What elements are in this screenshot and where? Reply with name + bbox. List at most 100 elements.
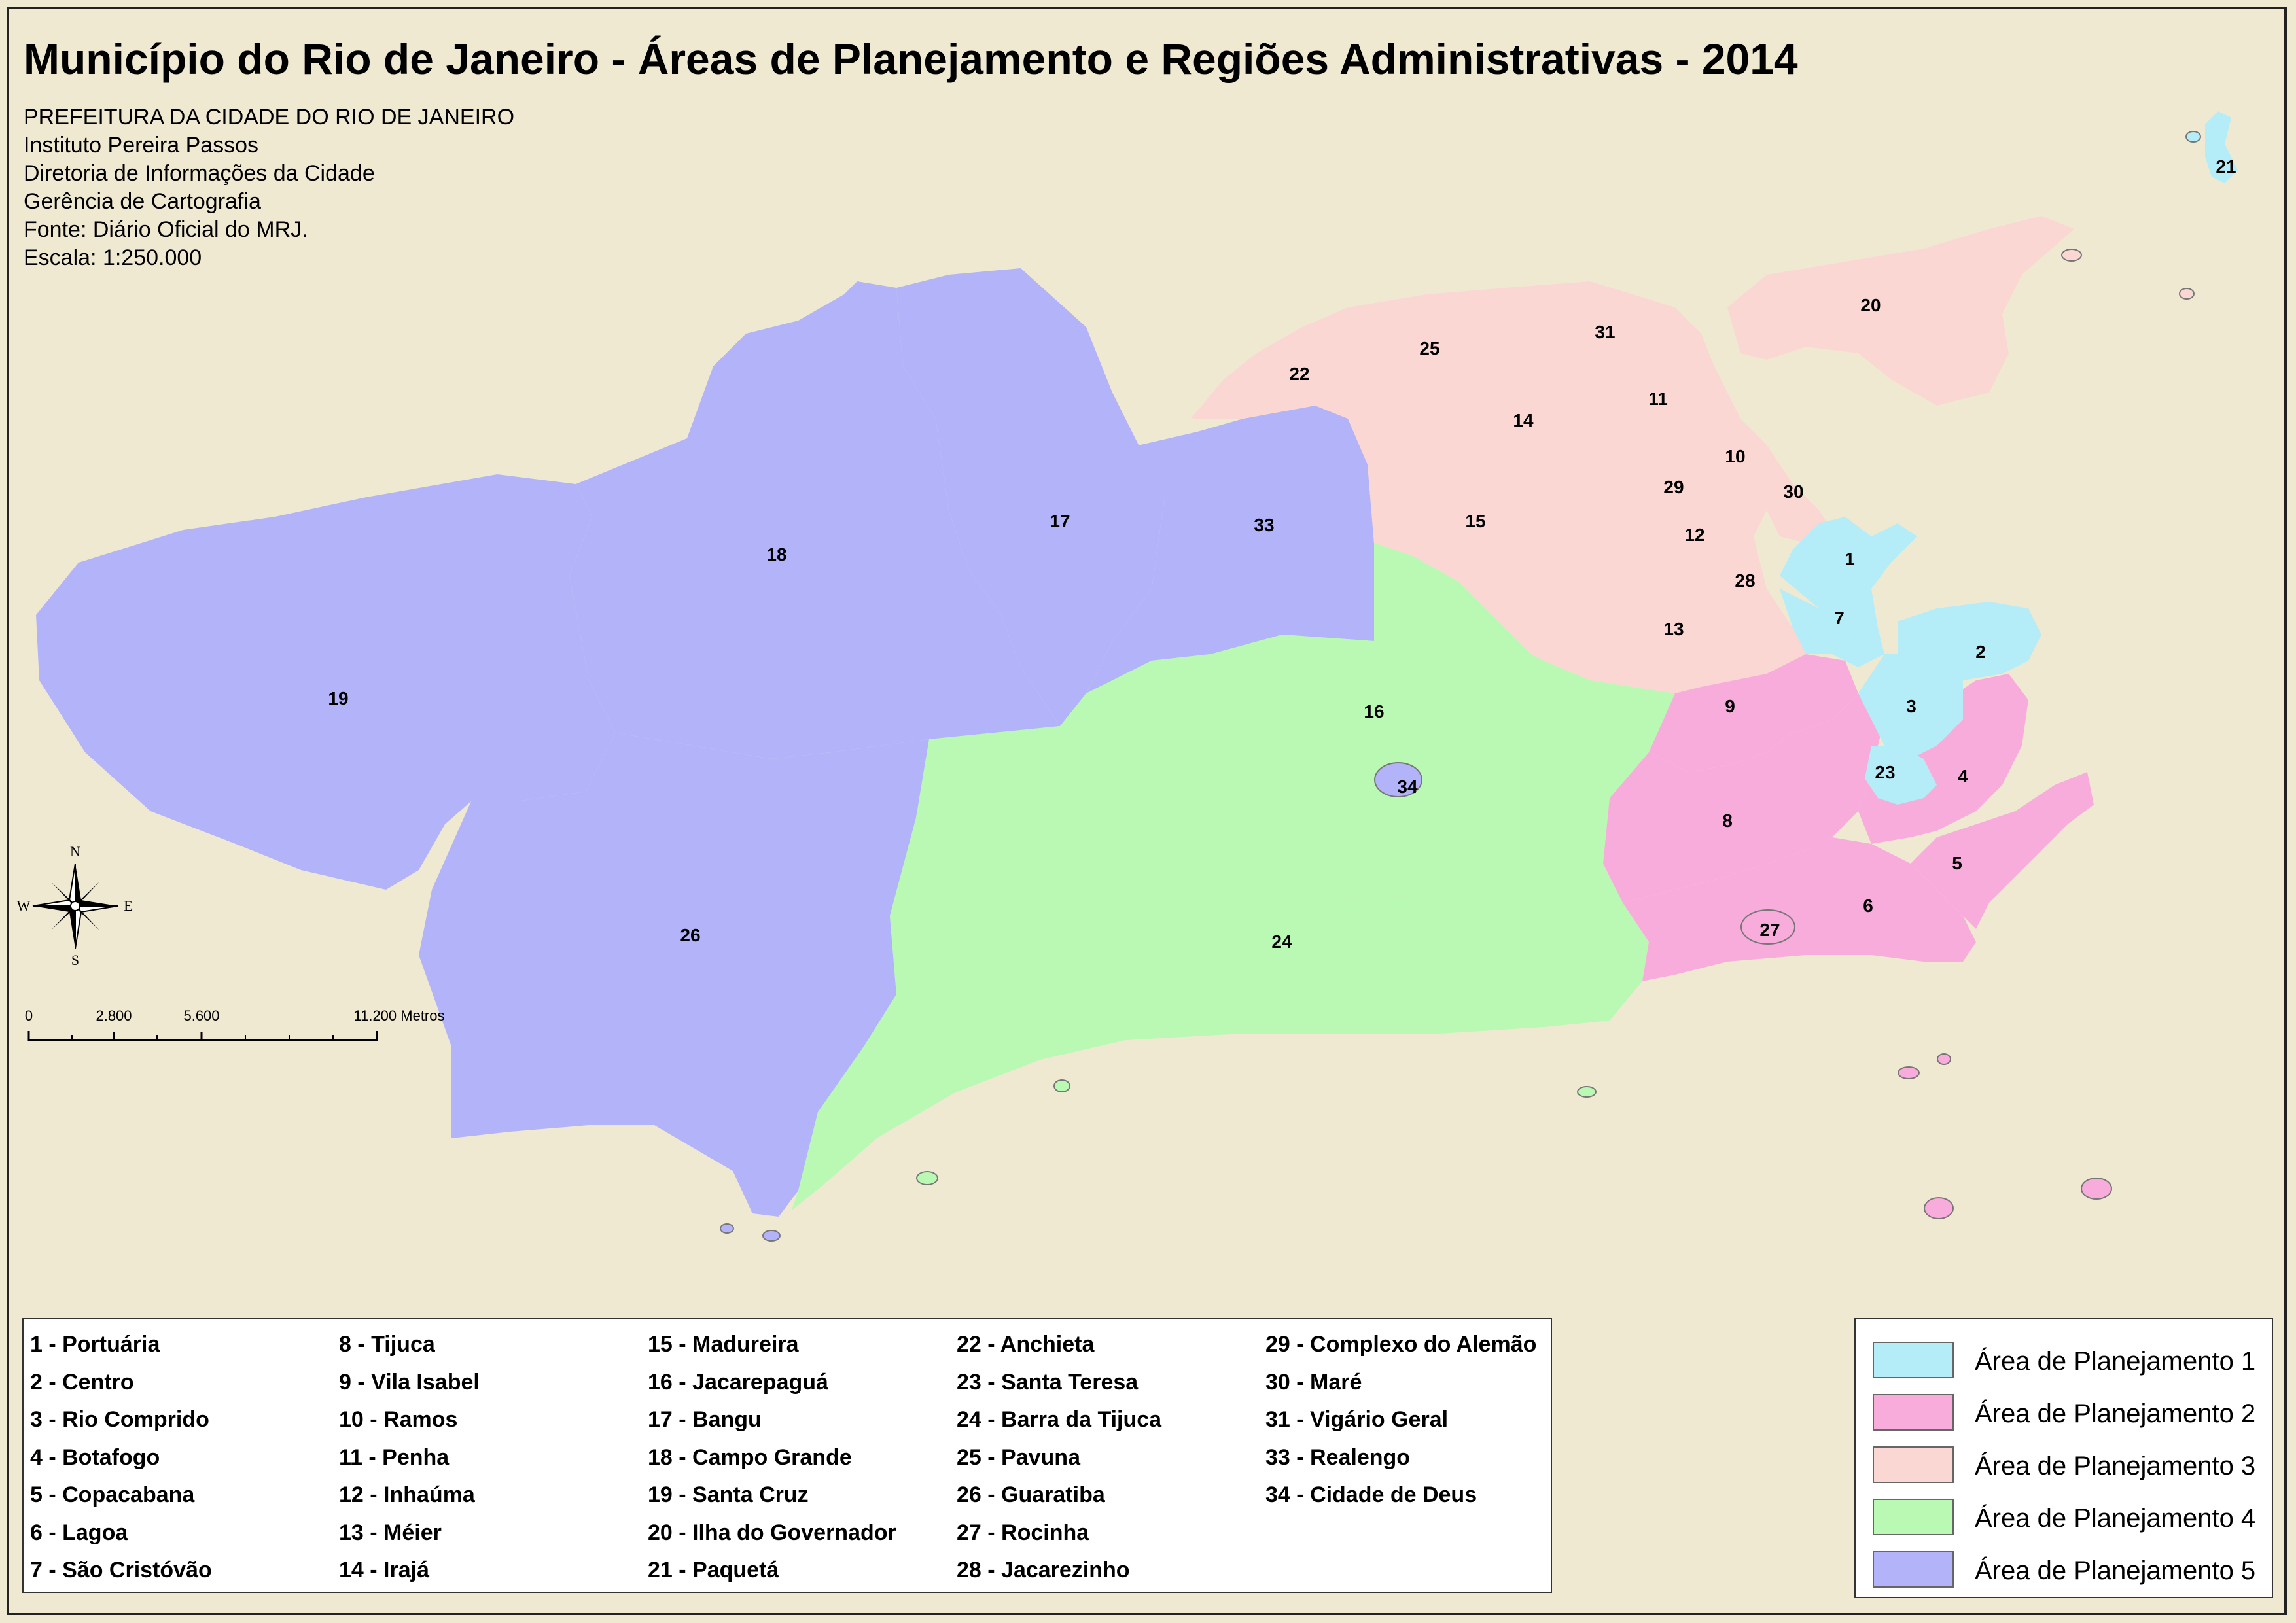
legend-item: 33 - Realengo (1265, 1444, 1411, 1470)
legend-item: 29 - Complexo do Alemão (1265, 1332, 1537, 1357)
island-shape (1937, 1053, 1951, 1065)
region-label: 30 (1783, 481, 1804, 502)
legend-column-4: 22 - Anchieta 23 - Santa Teresa 24 - Bar… (957, 1326, 1161, 1590)
island-shape (1898, 1066, 1920, 1079)
compass-south: S (71, 952, 80, 968)
legend-item: 21 - Paquetá (648, 1558, 779, 1582)
legend-row-ap1: Área de Planejamento 1 (1873, 1342, 2265, 1381)
region-names-legend: 1 - Portuária 2 - Centro 3 - Rio Comprid… (22, 1318, 1552, 1593)
color-swatch (1873, 1499, 1954, 1535)
legend-item: 5 - Copacabana (30, 1482, 195, 1507)
legend-item: 15 - Madureira (648, 1332, 799, 1357)
legend-item: 18 - Campo Grande (648, 1444, 852, 1470)
legend-label: Área de Planejamento 5 (1975, 1556, 2256, 1585)
legend-column-2: 8 - Tijuca 9 - Vila Isabel 10 - Ramos 11… (339, 1326, 480, 1590)
region-label: 20 (1860, 295, 1881, 315)
compass-icon (32, 863, 118, 949)
color-swatch (1873, 1446, 1954, 1483)
island-shape (1053, 1079, 1070, 1092)
compass-rose: N S W E (17, 843, 133, 968)
credit-line-2: Instituto Pereira Passos (24, 133, 259, 158)
legend-label: Área de Planejamento 2 (1975, 1399, 2256, 1428)
legend-item: 31 - Vigário Geral (1265, 1407, 1449, 1432)
legend-row-ap2: Área de Planejamento 2 (1873, 1394, 2265, 1433)
region-label: 9 (1725, 696, 1735, 716)
region-34-cidade-de-deus-shape[interactable] (1374, 762, 1422, 797)
scale-line (27, 1031, 378, 1041)
legend-item: 10 - Ramos (339, 1407, 458, 1432)
legend-column-3: 15 - Madureira 16 - Jacarepaguá 17 - Ban… (648, 1326, 896, 1590)
map-frame (7, 7, 2287, 1615)
region-label: 22 (1289, 364, 1310, 384)
region-label: 2 (1975, 642, 1986, 662)
region-label: 17 (1050, 511, 1070, 531)
legend-label: Área de Planejamento 3 (1975, 1452, 2256, 1480)
legend-row-ap3: Área de Planejamento 3 (1873, 1446, 2265, 1486)
region-label: 3 (1906, 696, 1916, 716)
planning-area-legend: Área de Planejamento 1 Área de Planejame… (1854, 1318, 2273, 1598)
scale-tick-label: 0 (24, 1007, 33, 1024)
legend-row-ap5: Área de Planejamento 5 (1873, 1551, 2265, 1590)
legend-item: 17 - Bangu (648, 1407, 762, 1432)
legend-item: 30 - Maré (1265, 1369, 1362, 1395)
region-label: 4 (1958, 766, 1968, 786)
scale-tick-label: 5.600 (183, 1007, 220, 1024)
legend-label: Área de Planejamento 4 (1975, 1504, 2256, 1533)
region-27-rocinha-shape[interactable] (1740, 909, 1795, 945)
scale-tick-label: 2.800 (96, 1007, 132, 1024)
island-shape (762, 1230, 781, 1242)
legend-item: 3 - Rio Comprido (30, 1407, 209, 1432)
region-label: 23 (1875, 762, 1896, 782)
legend-item: 19 - Santa Cruz (648, 1482, 809, 1507)
legend-item: 9 - Vila Isabel (339, 1369, 480, 1395)
region-label: 29 (1663, 477, 1684, 497)
compass-north: N (70, 843, 80, 860)
region-label: 18 (766, 544, 787, 565)
region-label: 24 (1271, 932, 1292, 952)
region-label: 16 (1364, 701, 1385, 722)
credit-line-3: Diretoria de Informações da Cidade (24, 161, 375, 186)
legend-item: 14 - Irajá (339, 1558, 429, 1582)
region-label: 7 (1834, 608, 1845, 628)
region-label: 19 (328, 688, 349, 708)
legend-item: 24 - Barra da Tijuca (957, 1407, 1162, 1432)
legend-item: 26 - Guaratiba (957, 1482, 1105, 1507)
legend-label: Área de Planejamento 1 (1975, 1347, 2256, 1376)
legend-item: 20 - Ilha do Governador (648, 1520, 896, 1545)
legend-column-5: 29 - Complexo do Alemão 30 - Maré 31 - V… (1265, 1326, 1536, 1514)
compass-east: E (124, 898, 133, 914)
legend-column-1: 1 - Portuária 2 - Centro 3 - Rio Comprid… (30, 1326, 212, 1590)
island-shape (2179, 288, 2195, 300)
legend-item: 23 - Santa Teresa (957, 1369, 1139, 1395)
legend-item: 11 - Penha (339, 1444, 450, 1470)
region-label: 27 (1759, 920, 1780, 940)
island-shape (2061, 249, 2082, 262)
legend-item: 1 - Portuária (30, 1332, 160, 1357)
region-label: 28 (1735, 570, 1756, 591)
region-label: 25 (1419, 338, 1440, 358)
region-label: 21 (2216, 156, 2236, 177)
island-shape (2081, 1178, 2112, 1200)
legend-row-ap4: Área de Planejamento 4 (1873, 1499, 2265, 1538)
island-shape (2185, 131, 2201, 143)
region-label: 15 (1465, 511, 1486, 531)
legend-item: 34 - Cidade de Deus (1265, 1482, 1477, 1507)
legend-item: 25 - Pavuna (957, 1444, 1080, 1470)
legend-item: 16 - Jacarepaguá (648, 1369, 828, 1395)
region-label: 26 (680, 925, 701, 945)
legend-item: 8 - Tijuca (339, 1332, 435, 1357)
region-label: 10 (1725, 446, 1746, 466)
legend-item: 7 - São Cristóvão (30, 1558, 212, 1582)
island-shape (1577, 1086, 1597, 1098)
region-label: 33 (1254, 515, 1275, 535)
region-label: 31 (1595, 322, 1616, 342)
scale-tick-label: 11.200 Metros (353, 1007, 445, 1024)
map-title: Município do Rio de Janeiro - Áreas de P… (24, 35, 1798, 83)
island-shape (1924, 1197, 1954, 1219)
color-swatch (1873, 1342, 1954, 1378)
scale-bar: 0 2.800 5.600 11.200 Metros (24, 1007, 445, 1047)
region-label: 6 (1863, 896, 1873, 916)
legend-item: 12 - Inhaúma (339, 1482, 475, 1507)
region-label: 34 (1397, 777, 1418, 797)
legend-item: 6 - Lagoa (30, 1520, 128, 1545)
